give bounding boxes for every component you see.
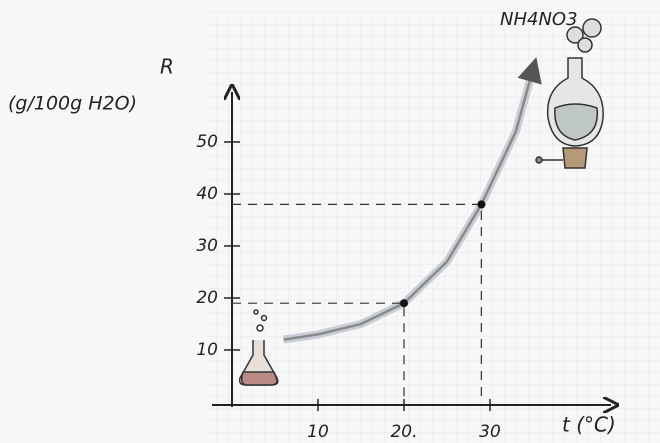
chart: R (g/100g H2O) t (°C) NH4NO3 10 20 30 40 50 1… — [0, 0, 660, 443]
y-tick-label: 20 — [196, 288, 218, 308]
y-tick-label: 30 — [196, 236, 218, 256]
x-tick-label: 20. — [390, 422, 417, 442]
y-tick-label: 40 — [196, 184, 218, 204]
x-label: t (°C) — [562, 413, 616, 437]
x-tick-label: 10 — [307, 422, 329, 442]
point — [477, 200, 485, 208]
x-tick-label: 30 — [479, 422, 501, 442]
y-label-unit: (g/100g H2O) — [8, 93, 137, 115]
y-tick-label: 10 — [196, 340, 218, 360]
page: {"chart_data": { "type": "line", "y_labe… — [0, 0, 660, 443]
annotation: NH4NO3 — [500, 9, 578, 30]
y-label-symbol: R — [160, 55, 174, 79]
point — [400, 299, 408, 307]
y-tick-label: 50 — [196, 132, 218, 152]
